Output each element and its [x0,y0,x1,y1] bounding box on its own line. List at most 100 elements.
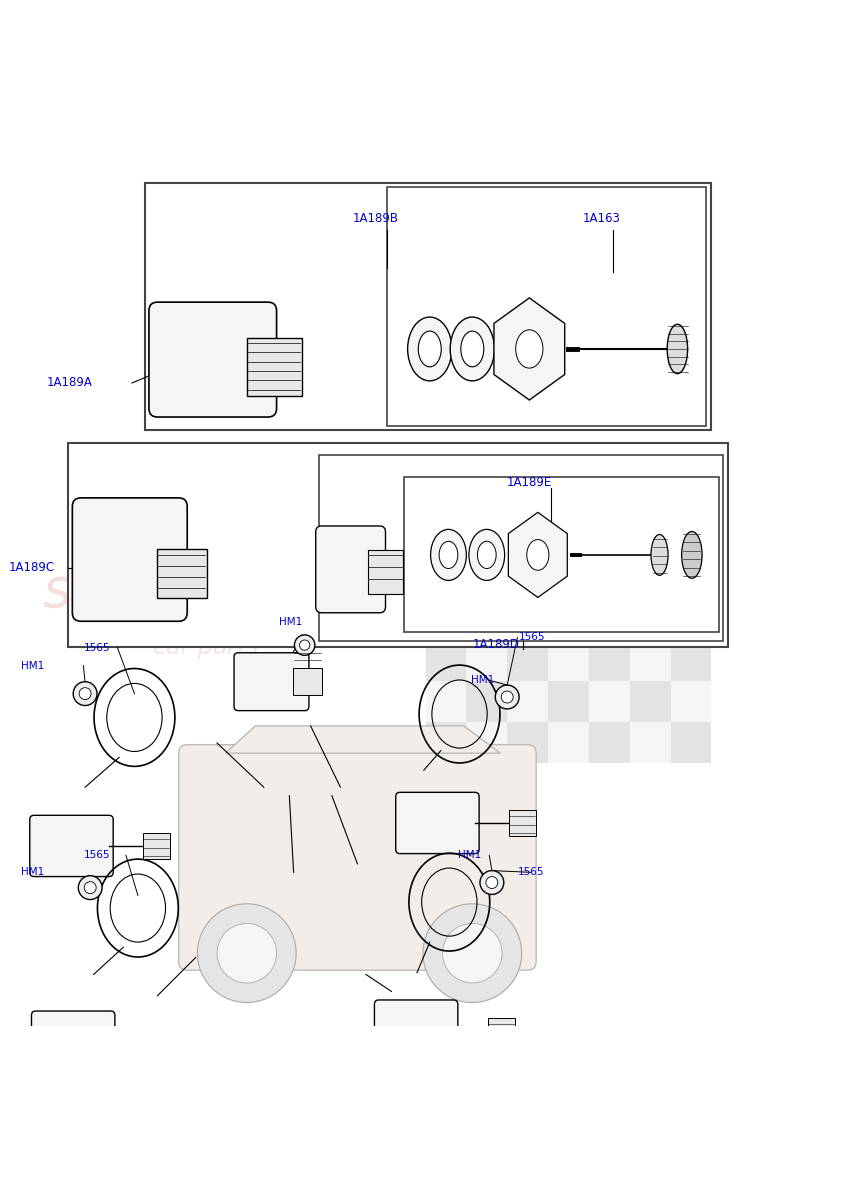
Text: car parts: car parts [153,635,259,659]
Ellipse shape [469,529,505,581]
Bar [387,187,706,426]
Bar [671,680,711,721]
Bar [548,680,589,721]
Bar [426,476,466,517]
FancyBboxPatch shape [30,815,113,876]
Bar [589,599,630,640]
Bar [466,558,507,599]
Text: scuderia: scuderia [43,565,278,618]
Bar [426,640,466,680]
Bar [426,599,466,640]
Bar [548,721,589,762]
Ellipse shape [516,330,543,368]
Text: 1A189C: 1A189C [9,562,54,574]
Bar [426,558,466,599]
FancyBboxPatch shape [374,1000,458,1061]
Ellipse shape [450,317,494,380]
Bar [466,721,507,762]
Polygon shape [494,298,565,400]
Bar [671,558,711,599]
Bar [630,721,671,762]
Bar [589,640,630,680]
Circle shape [486,876,498,888]
Circle shape [480,871,504,894]
Bar [589,517,630,558]
Circle shape [79,688,91,700]
Bar [630,476,671,517]
Text: 1A189E: 1A189E [506,476,551,490]
Bar [466,680,507,721]
Bar [426,517,466,558]
Bar [671,476,711,517]
Ellipse shape [439,541,458,569]
Bar [507,640,548,680]
Bar [507,721,548,762]
Circle shape [197,904,296,1002]
Text: 1565: 1565 [83,643,110,653]
Circle shape [423,904,522,1002]
FancyBboxPatch shape [179,745,536,970]
Bar [466,476,507,517]
Bar [589,558,630,599]
Bar [548,640,589,680]
Text: 1565: 1565 [519,632,545,642]
Text: HM1: HM1 [471,674,494,685]
Bar [548,599,589,640]
FancyBboxPatch shape [72,498,187,622]
Bar [507,599,548,640]
Circle shape [294,635,315,655]
Ellipse shape [431,529,466,581]
Bar [630,640,671,680]
Text: HM1: HM1 [458,851,481,860]
Bar [589,680,630,721]
Bar [671,721,711,762]
Ellipse shape [477,541,496,569]
Circle shape [501,691,513,703]
Bar [630,599,671,640]
Circle shape [84,882,96,894]
Bar [426,680,466,721]
Text: 1A189D: 1A189D [472,637,519,650]
Bar [466,517,507,558]
Bar [671,599,711,640]
Ellipse shape [419,331,442,367]
Bar [404,476,719,632]
Bar [466,599,507,640]
Text: 1565: 1565 [517,868,544,877]
Bar [589,721,630,762]
Bar [507,680,548,721]
Bar [548,517,589,558]
Ellipse shape [667,324,688,373]
Circle shape [300,640,310,650]
Bar [488,1018,515,1043]
FancyBboxPatch shape [316,526,386,613]
Bar [589,476,630,517]
Bar [466,640,507,680]
Bar [426,721,466,762]
Bar [145,1028,172,1055]
Text: HM1: HM1 [21,660,44,671]
Text: 1A189B: 1A189B [353,212,399,226]
Bar [671,517,711,558]
Polygon shape [226,726,500,754]
FancyBboxPatch shape [396,792,479,853]
Circle shape [443,923,502,983]
Bar [630,558,671,599]
Ellipse shape [461,331,483,367]
Bar [630,517,671,558]
Bar [145,184,711,430]
FancyBboxPatch shape [234,653,309,710]
Circle shape [495,685,519,709]
Circle shape [78,876,102,900]
Text: HM1: HM1 [21,868,44,877]
Bar [368,550,403,594]
Text: 1A189A: 1A189A [47,377,93,390]
Bar [293,668,322,695]
Bar [319,455,723,641]
Bar [548,476,589,517]
Polygon shape [508,512,568,598]
Ellipse shape [682,532,702,578]
FancyBboxPatch shape [149,302,277,418]
Ellipse shape [651,534,668,575]
Bar [509,810,536,835]
